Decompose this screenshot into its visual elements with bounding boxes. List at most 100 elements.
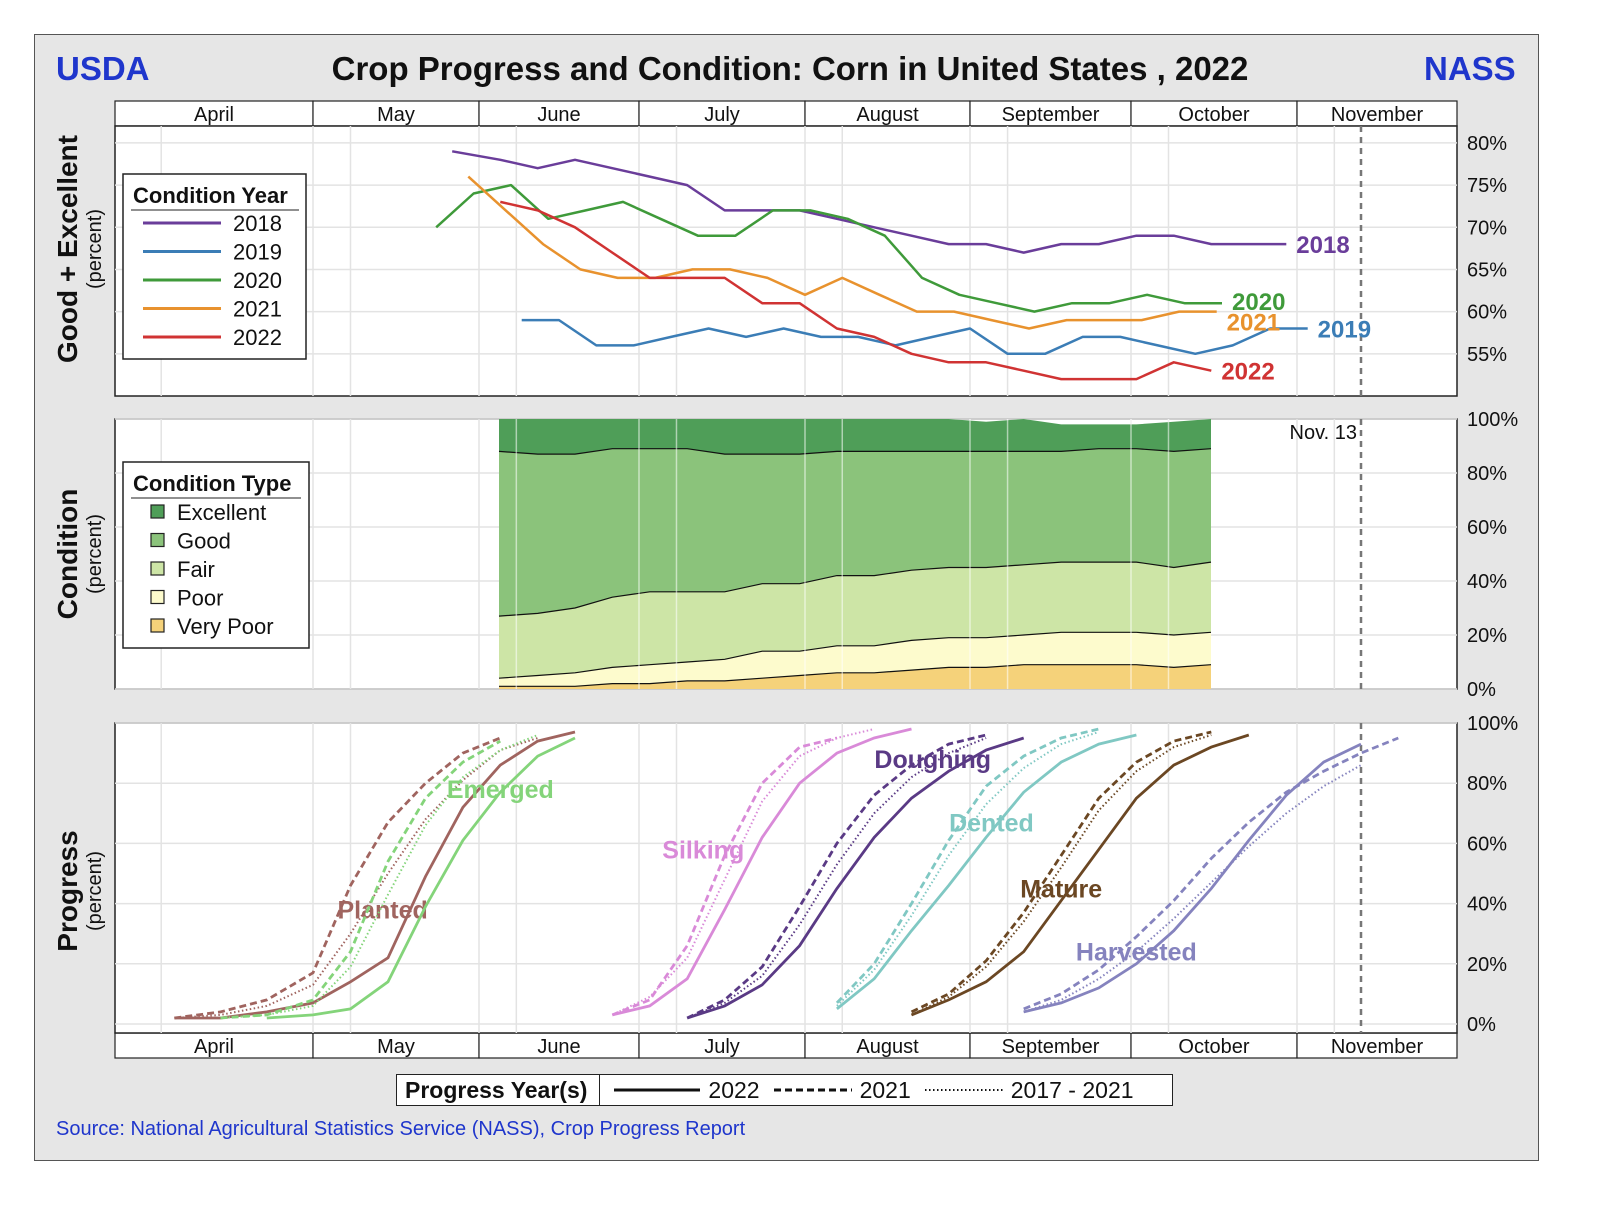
bottom-month-label: May — [377, 1036, 415, 1058]
bottom-month-label: August — [856, 1036, 919, 1058]
progress-legend-label: 2017 - 2021 — [1010, 1076, 1134, 1103]
doughing-avg-line — [686, 737, 987, 1019]
bottom-month-label: April — [194, 1036, 234, 1058]
bottom-month-cell — [804, 1032, 971, 1059]
dented-avg-line — [836, 731, 1100, 1007]
condition-type-y-tick-label: 20% — [1467, 625, 1507, 647]
progress-grid — [160, 723, 1336, 1033]
progress-y-tick-label: 20% — [1467, 954, 1507, 976]
condition-end-label-2019: 2019 — [1318, 317, 1371, 344]
legend-label-2020: 2020 — [233, 268, 282, 293]
legend-label-fair: Fair — [177, 557, 215, 582]
condition-type-y-tick-label: 100% — [1467, 409, 1518, 431]
progress-y-axis-title: Progress (percent) — [52, 830, 106, 951]
condition-year-y-tick-label: 80% — [1467, 133, 1507, 155]
legend-label-2018: 2018 — [233, 211, 282, 236]
silking-stage-label: Silking — [662, 836, 744, 864]
bottom-month-label: June — [537, 1036, 580, 1058]
emerged-avg-line — [220, 734, 539, 1019]
doughing-2021-line — [686, 733, 987, 1020]
top-month-cell — [312, 100, 480, 127]
dotted-line-swatch — [924, 1089, 1003, 1091]
progress-legend-title: Progress Year(s) — [397, 1075, 601, 1105]
mature-avg-line — [911, 734, 1212, 1016]
progress-y-axis-label: Progress — [52, 830, 83, 951]
condition-year-y-axis-title: Good + Excellent (percent) — [52, 135, 106, 363]
top-month-label: July — [704, 104, 740, 126]
nov13-annotation: Nov. 13 — [1290, 422, 1357, 444]
dashed-line-swatch — [773, 1088, 852, 1092]
condition-type-y-tick-label: 0% — [1467, 679, 1496, 701]
harvested-2022-line — [1023, 742, 1362, 1014]
mature-2022-line — [910, 733, 1250, 1017]
condition-line-2019 — [521, 318, 1308, 356]
legend-swatch — [150, 561, 165, 576]
bottom-month-cell — [312, 1032, 480, 1059]
usda-logo: USDA — [56, 50, 150, 87]
top-month-cell — [969, 100, 1132, 127]
condition-type-y-tick-label: 40% — [1467, 571, 1507, 593]
progress-y-tick-label: 60% — [1467, 833, 1507, 855]
legend-label-excellent: Excellent — [177, 500, 266, 525]
legend-swatch — [150, 589, 165, 605]
condition-year-y-axis-unit: (percent) — [84, 209, 106, 289]
progress-legend-item-2021: 2021 — [773, 1076, 911, 1104]
progress-y-tick-label: 100% — [1467, 713, 1518, 735]
planted-2022-line — [174, 730, 576, 1020]
top-month-label: November — [1331, 104, 1424, 126]
condition-year-y-tick-label: 75% — [1467, 175, 1507, 197]
progress-plot-area — [114, 722, 1458, 1034]
bottom-month-label: July — [704, 1036, 740, 1058]
harvested-stage-label: Harvested — [1076, 939, 1197, 967]
progress-y-tick-label: 40% — [1467, 894, 1507, 916]
mature-stage-label: Mature — [1020, 876, 1102, 904]
condition-boundary-line — [498, 448, 1212, 455]
condition-type-y-axis-title: Condition (percent) — [52, 489, 106, 620]
emerged-2021-line — [220, 739, 501, 1020]
condition-line-2020 — [435, 183, 1222, 313]
legend-label-2019: 2019 — [233, 240, 282, 265]
legend-label-very-poor: Very Poor — [177, 614, 274, 639]
nass-logo: NASS — [1424, 50, 1516, 87]
top-month-label: May — [377, 104, 415, 126]
condition-end-label-2018: 2018 — [1296, 232, 1349, 259]
top-month-label: August — [856, 104, 919, 126]
legend-title: Condition Year — [133, 183, 288, 208]
top-month-label: October — [1178, 104, 1249, 126]
condition-year-y-tick-label: 65% — [1467, 259, 1507, 281]
condition-type-y-tick-label: 80% — [1467, 463, 1507, 485]
legend-label-good: Good — [177, 529, 231, 554]
legend-label-2021: 2021 — [233, 297, 282, 322]
legend-swatch — [150, 532, 165, 548]
condition-year-y-tick-label: 60% — [1467, 302, 1507, 324]
bottom-month-cell — [638, 1032, 806, 1059]
progress-y-axis-unit: (percent) — [84, 851, 106, 931]
top-month-label: April — [194, 104, 234, 126]
bottom-month-cell — [1296, 1032, 1458, 1059]
condition-end-label-2022: 2022 — [1221, 359, 1274, 386]
bottom-month-cell — [114, 1032, 314, 1059]
legend-swatch — [150, 618, 165, 633]
emerged-stage-label: Emerged — [447, 776, 554, 804]
progress-legend-item-2022: 2022 — [614, 1077, 760, 1104]
progress-legend-item-average: 2017 - 2021 — [924, 1076, 1134, 1104]
emerged-2022-line — [266, 736, 576, 1020]
silking-2021-line — [611, 736, 838, 1017]
condition-year-plot-area — [114, 125, 1458, 397]
top-month-label: September — [1002, 104, 1100, 126]
chart-canvas: April May June July August September October No… — [52, 100, 1518, 1059]
condition-type-y-axis-unit: (percent) — [84, 514, 106, 594]
legend-box — [122, 173, 307, 360]
bottom-month-label: November — [1331, 1036, 1424, 1058]
progress-legend-label: 2021 — [859, 1076, 911, 1103]
bottom-month-label: September — [1002, 1036, 1100, 1058]
chart-title: Crop Progress and Condition: Corn in Uni… — [331, 50, 1249, 87]
condition-end-label-2021: 2021 — [1227, 310, 1280, 337]
progress-years-legend: Progress Year(s) 2022 2021 2017 - 2021 — [396, 1074, 1173, 1106]
condition-year-y-tick-label: 55% — [1467, 344, 1507, 366]
dented-stage-label: Dented — [949, 809, 1034, 837]
bottom-month-label: October — [1178, 1036, 1249, 1058]
doughing-stage-label: Doughing — [874, 746, 991, 774]
legend-title: Condition Type — [133, 471, 291, 496]
condition-year-legend: Condition Year 2018 2019 2020 2021 2022 — [122, 173, 307, 360]
